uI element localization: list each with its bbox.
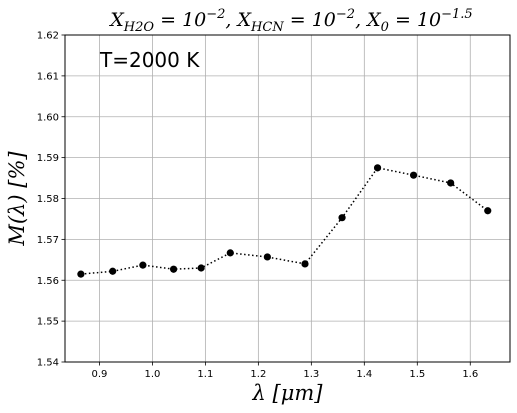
x-tick-label: 0.9 bbox=[91, 369, 107, 380]
y-tick-label: 1.61 bbox=[37, 71, 59, 82]
x-tick-label: 1.4 bbox=[356, 369, 372, 380]
y-tick-label: 1.56 bbox=[37, 276, 59, 287]
data-point bbox=[484, 207, 492, 215]
data-point bbox=[109, 267, 117, 275]
x-tick-label: 1.6 bbox=[462, 369, 478, 380]
data-point bbox=[338, 214, 346, 222]
x-tick-label: 1.0 bbox=[144, 369, 160, 380]
data-point bbox=[139, 261, 147, 269]
data-point bbox=[226, 249, 234, 257]
x-axis-ticks: 0.9 1.0 1.1 1.2 1.3 1.4 1.5 1.6 bbox=[91, 362, 478, 380]
x-tick-label: 1.3 bbox=[303, 369, 319, 380]
grid-lines bbox=[65, 34, 510, 363]
series-line bbox=[80, 166, 489, 275]
data-point bbox=[447, 179, 455, 187]
y-axis-label: M(λ) [%] bbox=[5, 151, 29, 247]
data-point bbox=[263, 253, 271, 261]
x-tick-label: 1.2 bbox=[250, 369, 266, 380]
data-points bbox=[77, 164, 492, 278]
y-tick-label: 1.60 bbox=[37, 112, 59, 123]
x-axis-label: λ [μm] bbox=[252, 381, 324, 405]
data-point bbox=[170, 265, 178, 273]
x-tick-label: 1.5 bbox=[409, 369, 425, 380]
x-tick-label: 1.1 bbox=[197, 369, 213, 380]
y-tick-label: 1.57 bbox=[37, 235, 59, 246]
y-tick-label: 1.54 bbox=[37, 358, 59, 369]
y-axis-ticks: 1.54 1.55 1.56 1.57 1.58 1.59 1.60 1.61 1.62 bbox=[37, 31, 65, 369]
y-tick-label: 1.59 bbox=[37, 153, 59, 164]
data-point bbox=[77, 270, 85, 278]
chart-title: XH2O = 10−2, XHCN = 10−2, X0 = 10−1.5 bbox=[108, 7, 472, 35]
data-point bbox=[197, 264, 205, 272]
temperature-annotation: T=2000 K bbox=[99, 48, 200, 72]
y-tick-label: 1.62 bbox=[37, 31, 59, 42]
y-tick-label: 1.58 bbox=[37, 194, 59, 205]
y-tick-label: 1.55 bbox=[37, 317, 59, 328]
data-point bbox=[301, 260, 309, 268]
data-point bbox=[409, 171, 418, 179]
data-point bbox=[373, 164, 382, 172]
